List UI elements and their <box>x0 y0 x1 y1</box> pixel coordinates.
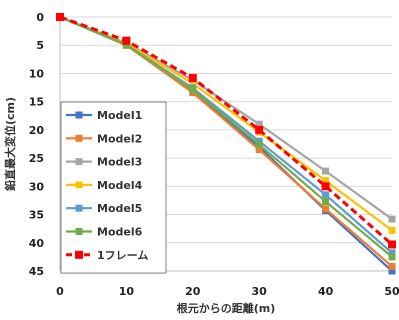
data-point <box>388 215 396 223</box>
x-tick-label: 10 <box>119 285 135 298</box>
data-point <box>322 191 330 199</box>
legend-label: Model2 <box>97 132 142 145</box>
y-tick-label: 20 <box>29 124 45 137</box>
data-point <box>255 120 263 128</box>
data-point <box>255 141 263 149</box>
legend-label: Model3 <box>97 156 142 169</box>
data-point <box>388 267 396 275</box>
y-tick-label: 15 <box>29 96 44 109</box>
legend-swatch-marker <box>75 181 83 189</box>
data-point <box>322 167 330 175</box>
legend-label: Model5 <box>97 202 142 215</box>
data-point <box>189 86 197 94</box>
data-point <box>255 146 263 154</box>
y-tick-label: 0 <box>36 11 44 24</box>
data-point <box>255 125 264 134</box>
x-tick-label: 20 <box>185 285 201 298</box>
legend-swatch-marker <box>75 134 83 142</box>
legend-label: Model6 <box>97 226 143 239</box>
series-line <box>59 15 393 258</box>
data-point <box>322 205 330 213</box>
data-point <box>188 73 197 82</box>
data-point <box>122 36 131 45</box>
data-point <box>322 177 330 185</box>
legend-swatch-marker <box>75 228 83 235</box>
legend-label: 1フレーム <box>97 249 148 262</box>
y-tick-label: 10 <box>29 67 45 80</box>
data-point <box>189 80 197 88</box>
y-tick-label: 5 <box>36 39 44 52</box>
legend-label: Model4 <box>97 179 143 192</box>
series-line <box>59 15 393 246</box>
x-axis-title: 根元からの距離(m) <box>177 301 276 315</box>
data-point <box>322 198 330 206</box>
data-point <box>388 253 396 261</box>
legend-swatch-marker <box>75 250 83 259</box>
data-point <box>321 182 330 191</box>
legend-swatch-marker <box>75 111 83 119</box>
y-tick-label: 40 <box>29 237 45 250</box>
data-point <box>388 240 396 249</box>
legend-label: Model1 <box>97 109 142 122</box>
x-tick-label: 0 <box>56 285 64 298</box>
data-point <box>56 13 64 21</box>
data-point <box>388 249 396 257</box>
tick-labels: 0 5 10 15 20 25 30 35 40 45 0 10 20 30 40 50 <box>29 11 399 298</box>
legend-swatch-marker <box>75 158 83 166</box>
series-layer <box>56 13 396 275</box>
x-tick-label: 50 <box>384 285 399 298</box>
data-point <box>388 262 396 270</box>
y-tick-label: 35 <box>29 209 44 222</box>
y-tick-label: 45 <box>29 265 44 278</box>
y-tick-label: 30 <box>29 180 45 193</box>
x-tick-label: 40 <box>318 285 334 298</box>
legend: Model1 Model2 Model3 Model4 Model5 Model6 1フレー… <box>60 101 167 274</box>
legend-swatch-marker <box>75 204 83 212</box>
data-point <box>388 226 396 234</box>
y-axis-title: 鉛直最大変位(cm) <box>3 97 17 191</box>
y-tick-label: 25 <box>29 152 44 165</box>
x-tick-label: 30 <box>252 285 268 298</box>
